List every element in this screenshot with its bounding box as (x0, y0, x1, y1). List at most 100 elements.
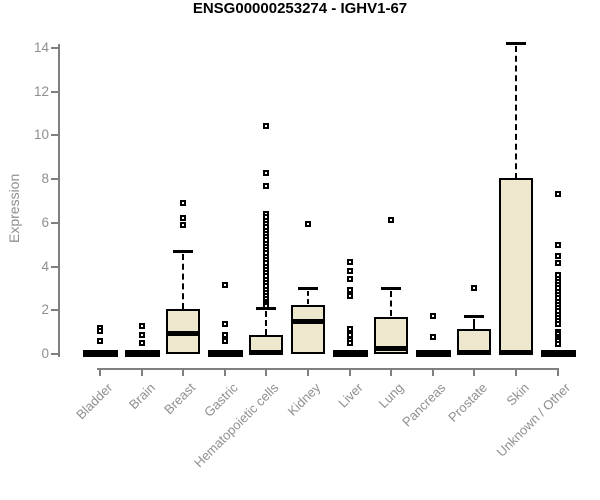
outlier-point (555, 260, 561, 266)
x-tick-label-skin: Skin (503, 380, 532, 409)
outlier-point (97, 328, 103, 334)
outlier-point (347, 276, 353, 282)
outlier-point (222, 282, 228, 288)
outlier-point (388, 217, 394, 223)
y-tick-label: 6 (41, 215, 49, 230)
x-tick-label-brain: Brain (125, 380, 158, 413)
x-tick-label-gastric: Gastric (200, 380, 241, 420)
y-tick-label: 0 (41, 346, 49, 361)
outlier-point (263, 123, 269, 129)
boxplot-skin-whisker-cap (506, 42, 526, 45)
outlier-point (555, 191, 561, 197)
outlier-point (471, 285, 477, 291)
outlier-point (139, 340, 145, 346)
x-tick-label-pancreas: Pancreas (399, 380, 449, 430)
x-tick-label-breast: Breast (161, 380, 199, 418)
x-axis-tick (182, 368, 184, 376)
x-axis-tick (390, 368, 392, 376)
outlier-point (222, 332, 228, 338)
x-tick-label-unknown-other: Unknown / Other (494, 380, 574, 460)
y-axis-tick (51, 178, 59, 180)
x-axis-tick (141, 368, 143, 376)
boxplot-hematopoietic-cells-whisker-line (265, 311, 267, 335)
outlier-point (263, 170, 269, 176)
x-axis-line (97, 368, 559, 370)
x-axis-tick (432, 368, 434, 376)
x-tick-label-prostate: Prostate (444, 380, 490, 425)
y-tick-label: 14 (33, 40, 49, 55)
boxplot-prostate-whisker-line (473, 319, 475, 329)
outlier-point (180, 215, 186, 221)
outlier-point (555, 341, 561, 347)
chart-title: ENSG00000253274 - IGHV1-67 (192, 0, 408, 17)
y-tick-label: 8 (41, 171, 49, 186)
boxplot-bladder-collapsed-box (83, 350, 118, 357)
boxplot-prostate-whisker-cap (464, 315, 484, 318)
boxplot-gastric-collapsed-box (208, 350, 243, 357)
outlier-point (555, 242, 561, 248)
boxplot-breast-whisker-line (182, 254, 184, 309)
boxplot-skin-whisker-line (515, 46, 517, 179)
y-axis-tick (51, 266, 59, 268)
boxplot-kidney-median-line (291, 319, 325, 324)
boxplot-kidney-whisker-line (307, 291, 309, 304)
boxplot-lung-whisker-cap (381, 287, 401, 290)
boxplot-hematopoietic-cells-median-line (249, 350, 283, 355)
outlier-point (97, 338, 103, 344)
outlier-point (430, 313, 436, 319)
boxplot-lung-whisker-line (390, 291, 392, 316)
outlier-point (347, 287, 353, 293)
x-axis-tick (265, 368, 267, 376)
x-axis-tick (307, 368, 309, 376)
x-axis-tick (515, 368, 517, 376)
boxplot-kidney-box (291, 305, 325, 354)
x-tick-label-lung: Lung (375, 380, 407, 412)
outlier-point (305, 221, 311, 227)
y-tick-label: 2 (41, 302, 49, 317)
outlier-point (180, 222, 186, 228)
outlier-point (263, 183, 269, 189)
y-axis-tick (51, 353, 59, 355)
boxplot-skin-median-line (499, 350, 533, 355)
outlier-point (347, 293, 353, 299)
y-axis-tick (51, 309, 59, 311)
boxplot-prostate-box (457, 329, 491, 354)
x-axis-tick (224, 368, 226, 376)
outlier-point (263, 303, 269, 309)
outlier-point (139, 323, 145, 329)
boxplot-pancreas-collapsed-box (416, 350, 451, 357)
outlier-point (180, 200, 186, 206)
outlier-point (139, 332, 145, 338)
y-axis-tick (51, 47, 59, 49)
outlier-point (555, 253, 561, 259)
outlier-point (222, 321, 228, 327)
x-tick-label-kidney: Kidney (284, 380, 324, 419)
x-tick-label-liver: Liver (335, 380, 366, 411)
y-axis-tick (51, 222, 59, 224)
outlier-point (347, 326, 353, 332)
x-axis-tick (473, 368, 475, 376)
x-axis-tick (349, 368, 351, 376)
boxplot-unknown-other-collapsed-box (541, 350, 576, 357)
outlier-point (347, 268, 353, 274)
boxplot-prostate-median-line (457, 350, 491, 355)
y-axis-tick (51, 134, 59, 136)
outlier-point (347, 340, 353, 346)
y-axis-line (58, 44, 60, 357)
outlier-point (555, 321, 561, 327)
x-axis-tick (557, 368, 559, 376)
outlier-point (347, 259, 353, 265)
outlier-point (430, 334, 436, 340)
x-tick-label-bladder: Bladder (73, 380, 116, 423)
outlier-point (222, 338, 228, 344)
y-tick-label: 10 (33, 127, 49, 142)
boxplot-kidney-whisker-cap (298, 287, 318, 290)
y-tick-label: 4 (41, 259, 49, 274)
boxplot-breast-median-line (166, 331, 200, 336)
boxplot-skin-box (499, 178, 533, 354)
y-tick-label: 12 (33, 84, 49, 99)
y-axis-tick (51, 91, 59, 93)
boxplot-breast-whisker-cap (173, 250, 193, 253)
